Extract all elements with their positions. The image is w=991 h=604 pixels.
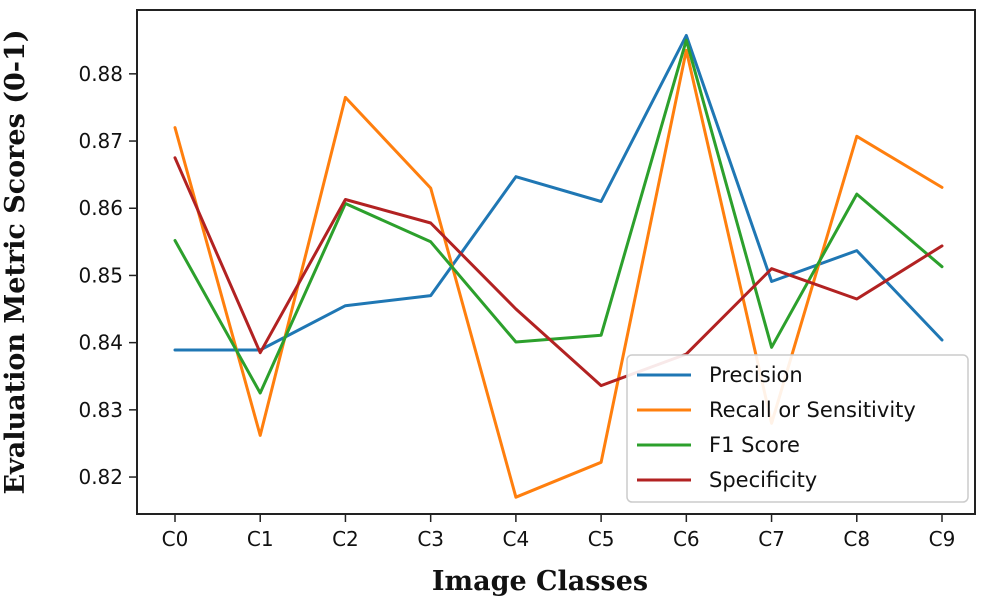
legend-label: Precision [709,363,803,387]
plot-frame [136,9,976,515]
legend-box [626,354,969,503]
legend: Precision Recall or Sensitivity F1 Score Sp… [626,354,969,503]
y-tick-label: 0.83 [78,398,123,422]
y-tick-label: 0.86 [78,196,123,220]
series-line-precision [173,34,944,352]
x-tick-label: C7 [758,527,785,551]
y-tick-label: 0.87 [78,129,123,153]
y-tick-label: 0.85 [78,263,123,287]
legend-label: Specificity [709,468,817,492]
x-tick-label: C5 [588,527,615,551]
x-tick-label: C3 [417,527,444,551]
series-line-f1-score [173,38,944,395]
x-axis-ticks: C0 C1 C2 C3 C4 C5 C6 C7 C8 C9 [162,514,956,551]
series-line-recall-or-sensitivity [173,48,944,499]
x-tick-label: C9 [929,527,956,551]
x-tick-label: C0 [162,527,189,551]
y-tick-label: 0.84 [78,331,123,355]
series-line-specificity [173,156,944,388]
x-tick-label: C1 [247,527,274,551]
x-axis-title: Image Classes [432,566,648,597]
x-tick-label: C6 [673,527,700,551]
legend-label: F1 Score [709,433,800,457]
legend-label: Recall or Sensitivity [709,398,916,422]
y-axis-title: Evaluation Metric Scores (0-1) [0,29,31,494]
x-tick-label: C4 [503,527,530,551]
y-tick-label: 0.88 [78,62,123,86]
y-tick-label: 0.82 [78,465,123,489]
x-tick-label: C8 [843,527,870,551]
y-axis-ticks: 0.82 0.83 0.84 0.85 0.86 0.87 0.88 [78,62,137,489]
x-tick-label: C2 [332,527,359,551]
series-layer [173,34,944,499]
